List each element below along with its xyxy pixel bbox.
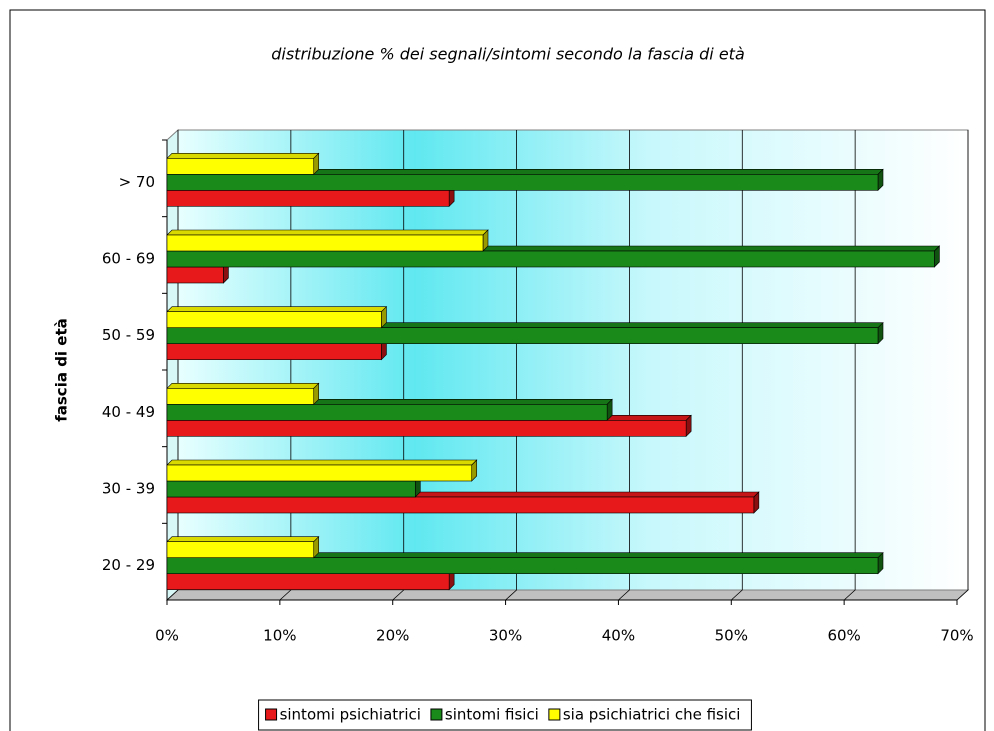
bar (166, 388, 315, 405)
legend: sintomi psichiatrici sintomi fisici sia ps… (258, 699, 752, 731)
x-tick-label: 40% (602, 627, 635, 645)
bar (166, 311, 382, 328)
bar-top (166, 229, 489, 236)
y-tick-label: 60 - 69 (102, 250, 155, 268)
x-tick-label: 20% (376, 627, 409, 645)
bar (166, 404, 608, 421)
bar (166, 250, 935, 268)
legend-swatch (548, 708, 561, 721)
y-tick-label: 30 - 39 (102, 480, 155, 498)
y-tick-label: 40 - 49 (102, 403, 155, 421)
bar (166, 190, 450, 207)
grid-line (956, 130, 969, 601)
grid-line (618, 130, 630, 601)
bar (166, 573, 450, 590)
legend-label: sintomi psichiatrici (280, 706, 421, 724)
bar-top (166, 459, 478, 466)
bar-top (166, 306, 388, 312)
legend-swatch (265, 708, 278, 721)
y-axis-label: fascia di età (53, 318, 71, 422)
bar-top (166, 536, 320, 542)
chart-title: distribuzione % dei segnali/sintomi seco… (271, 45, 745, 64)
bar (166, 420, 687, 437)
grid-line (731, 130, 743, 601)
bar (166, 234, 484, 252)
legend-label: sintomi fisici (445, 706, 539, 724)
bar (166, 480, 416, 498)
x-tick-label: 70% (940, 627, 973, 645)
bar (166, 158, 315, 175)
bar (166, 496, 755, 514)
bar (166, 464, 473, 482)
bar (166, 266, 224, 284)
x-tick-label: 30% (489, 627, 522, 645)
bar (166, 541, 315, 558)
legend-box (258, 699, 752, 731)
y-tick-label: 20 - 29 (102, 556, 155, 574)
bar (166, 174, 879, 191)
legend-swatch (430, 708, 443, 721)
grid-line (392, 130, 405, 601)
x-tick-label: 50% (715, 627, 748, 645)
legend-label: sia psichiatrici che fisici (563, 706, 741, 724)
y-tick-label: > 70 (119, 173, 155, 191)
bar (166, 343, 382, 360)
grid-line (843, 130, 856, 601)
grid-line (166, 130, 179, 601)
bar-top (166, 153, 320, 159)
x-tick-label: 0% (155, 627, 179, 645)
x-tick-label: 10% (263, 627, 296, 645)
x-tick-label: 60% (827, 627, 860, 645)
bar (166, 557, 879, 574)
grid-line (279, 130, 292, 601)
bar (166, 327, 879, 344)
bar-top (166, 383, 320, 389)
plot-wall (177, 129, 969, 591)
y-tick-label: 50 - 59 (102, 326, 155, 344)
plot-floor (165, 589, 970, 601)
grid-line (505, 130, 517, 601)
